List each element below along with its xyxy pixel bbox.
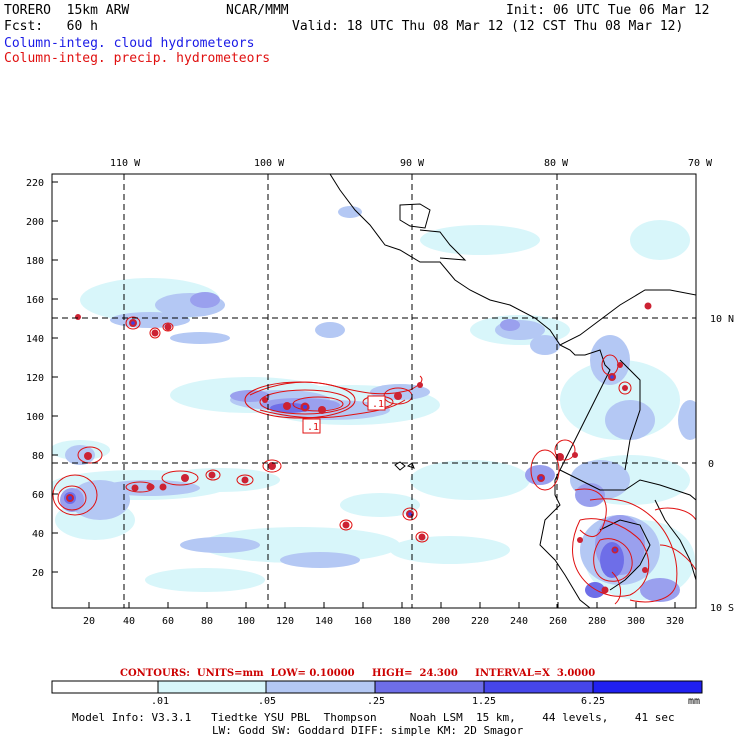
y-tick-label: 200	[26, 217, 44, 228]
y-tick-label: 140	[26, 334, 44, 345]
longitude-labels: 110 W 100 W 90 W 80 W 70 W	[110, 158, 713, 169]
x-tick-label: 100	[237, 616, 255, 627]
y-tick-label: 20	[32, 568, 44, 579]
lat-label: 10 N	[710, 314, 734, 325]
precip-contours	[52, 316, 696, 605]
contour-label-2: .1	[367, 395, 386, 411]
svg-text:.1: .1	[372, 399, 384, 410]
x-tick-label: 300	[627, 616, 645, 627]
colorbar	[51, 680, 703, 694]
colorbar-label: 6.25	[581, 696, 606, 707]
colorbar-label: .01	[151, 696, 170, 707]
model-info: Model Info: V3.3.1 Tiedtke YSU PBL Thomp…	[72, 711, 675, 724]
x-tick-label: 120	[276, 616, 294, 627]
grid-y-labels: 220 200 180 160 140 120 100 80 60 40 20	[26, 178, 44, 579]
x-tick-label: 240	[510, 616, 528, 627]
x-tick-label: 160	[354, 616, 372, 627]
x-tick-label: 280	[588, 616, 606, 627]
colorbar-swatch	[483, 680, 594, 694]
colorbar-label: 1.25	[472, 696, 497, 707]
y-tick-label: 180	[26, 256, 44, 267]
lon-label: 90 W	[400, 158, 425, 169]
y-tick-label: 160	[26, 295, 44, 306]
contours-info: CONTOURS: UNITS=mm LOW= 0.10000 HIGH= 24…	[120, 668, 596, 679]
organization: NCAR/MMM	[226, 3, 289, 18]
cloud-shading	[52, 206, 696, 602]
lon-label: 80 W	[544, 158, 569, 169]
latitude-labels: 10 N 0 10 S	[708, 314, 734, 614]
y-tick-label: 40	[32, 529, 44, 540]
colorbar-label: .05	[258, 696, 277, 707]
lon-label: 100 W	[254, 158, 285, 169]
colorbar-unit: mm	[688, 696, 701, 707]
grid-x-labels: 20 40 60 80 100 120 140 160 180 200 220 …	[83, 616, 684, 627]
map-frame	[51, 173, 697, 609]
x-tick-label: 80	[201, 616, 213, 627]
physics-info: LW: Godd SW: Goddard DIFF: simple KM: 2D…	[212, 724, 524, 737]
y-tick-label: 220	[26, 178, 44, 189]
lat-label: 10 S	[710, 603, 734, 614]
x-tick-label: 320	[666, 616, 684, 627]
y-tick-label: 100	[26, 412, 44, 423]
x-tick-label: 220	[471, 616, 489, 627]
y-tick-label: 60	[32, 490, 44, 501]
cloud-field-title: Column-integ. cloud hydrometeors	[4, 36, 255, 51]
x-tick-label: 200	[432, 616, 450, 627]
x-tick-label: 20	[83, 616, 95, 627]
colorbar-label: .25	[367, 696, 386, 707]
valid-time: Valid: 18 UTC Thu 08 Mar 12 (12 CST Thu …	[292, 19, 684, 34]
precip-cores	[66, 302, 652, 594]
x-tick-label: 180	[393, 616, 411, 627]
graticule	[52, 174, 696, 608]
model-name: TORERO 15km ARW	[4, 3, 130, 18]
x-tick-label: 260	[549, 616, 567, 627]
coastlines	[329, 174, 696, 608]
y-tick-label: 80	[32, 451, 44, 462]
colorbar-swatch	[265, 680, 376, 694]
y-tick-label: 120	[26, 373, 44, 384]
colorbar-swatch	[374, 680, 485, 694]
lon-label: 70 W	[688, 158, 713, 169]
x-tick-label: 60	[162, 616, 174, 627]
forecast-hour: Fcst: 60 h	[4, 19, 98, 34]
colorbar-swatch	[592, 680, 703, 694]
lat-label: 0	[708, 459, 714, 470]
colorbar-swatch	[157, 680, 267, 694]
svg-text:.1: .1	[307, 422, 319, 433]
lon-label: 110 W	[110, 158, 141, 169]
init-time: Init: 06 UTC Tue 06 Mar 12	[506, 3, 710, 18]
precip-field-title: Column-integ. precip. hydrometeors	[4, 51, 271, 66]
x-tick-label: 140	[315, 616, 333, 627]
axis-ticks	[52, 181, 676, 608]
x-tick-label: 40	[123, 616, 135, 627]
colorbar-swatch	[51, 680, 159, 694]
contour-label-1: .1	[302, 418, 321, 434]
